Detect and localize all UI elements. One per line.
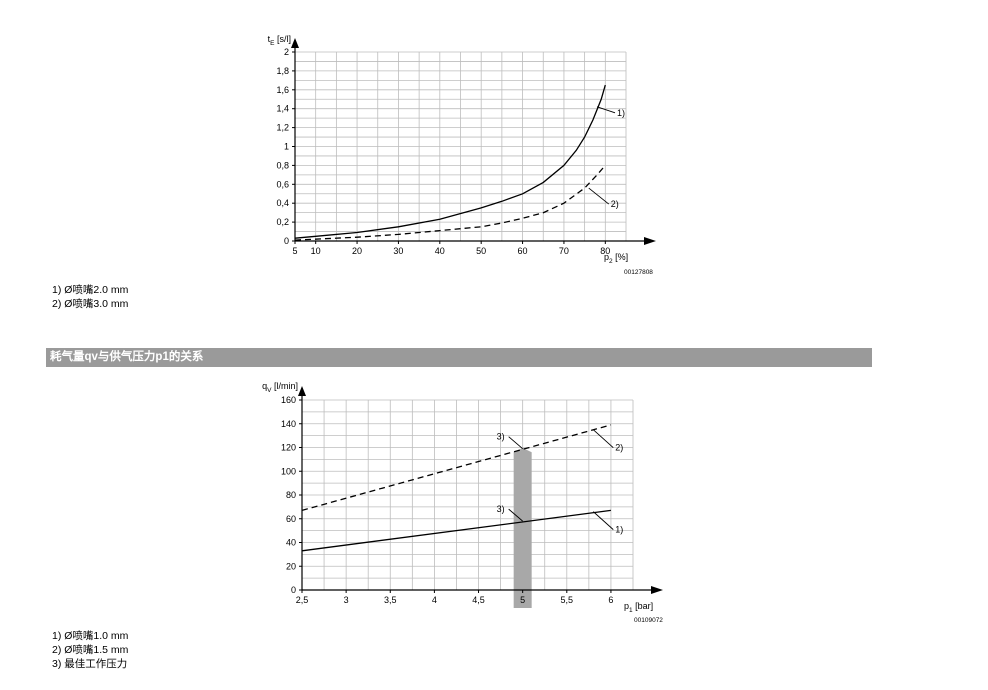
- y-tick-label: 100: [281, 466, 296, 476]
- y-tick-label: 0,8: [276, 160, 289, 170]
- series-line: [294, 164, 606, 241]
- x-tick-label: 30: [393, 246, 403, 256]
- y-axis-title: tE [s/l]: [268, 34, 291, 47]
- callout-leader: [592, 511, 614, 530]
- figure-ref-code: 00109072: [634, 617, 663, 624]
- y-tick-label: 80: [286, 490, 296, 500]
- y-tick-label: 1,4: [276, 104, 289, 114]
- x-tick-label: 2,5: [296, 595, 309, 605]
- x-axis-title: p1 [bar]: [624, 601, 653, 614]
- figure-ref-code: 00127808: [624, 269, 653, 276]
- callout-label: 1): [617, 108, 625, 118]
- x-tick-label: 5,5: [561, 595, 574, 605]
- callout-label: 3): [497, 432, 505, 442]
- y-tick-label: 20: [286, 561, 296, 571]
- x-axis-arrow: [644, 237, 656, 245]
- y-tick-label: 0: [291, 585, 296, 595]
- x-tick-label: 10: [311, 246, 321, 256]
- callout-leader: [596, 106, 616, 114]
- legend-chart2: 1) Ø喷嘴1.0 mm 2) Ø喷嘴1.5 mm 3) 最佳工作压力: [52, 629, 128, 671]
- callout-leader: [508, 508, 523, 522]
- legend-item-2: 2) Ø喷嘴3.0 mm: [52, 298, 129, 310]
- x-tick-label: 5: [292, 246, 297, 256]
- legend-item-3: 3) 最佳工作压力: [52, 658, 128, 670]
- callout-leader: [508, 436, 523, 450]
- callout-leader: [592, 429, 614, 449]
- x-tick-label: 80: [600, 246, 610, 256]
- y-tick-label: 120: [281, 443, 296, 453]
- y-tick-label: 140: [281, 419, 296, 429]
- y-tick-label: 2: [284, 47, 289, 57]
- series-line: [301, 509, 611, 552]
- callout-leader: [588, 187, 610, 205]
- y-axis-arrow: [291, 38, 299, 48]
- callout-label: 2): [611, 199, 619, 209]
- x-tick-label: 4: [432, 595, 437, 605]
- y-tick-label: 1,2: [276, 123, 289, 133]
- x-tick-label: 5: [520, 595, 525, 605]
- x-tick-label: 50: [476, 246, 486, 256]
- y-tick-label: 160: [281, 395, 296, 405]
- series-line: [301, 424, 612, 512]
- y-tick-label: 0,6: [276, 179, 289, 189]
- y-tick-label: 0,4: [276, 198, 289, 208]
- callout-label: 3): [497, 504, 505, 514]
- y-axis-arrow: [298, 386, 306, 396]
- x-tick-label: 60: [518, 246, 528, 256]
- legend-item-1: 1) Ø喷嘴2.0 mm: [52, 284, 129, 296]
- y-tick-label: 60: [286, 514, 296, 524]
- y-axis-title: qV [l/min]: [262, 381, 298, 394]
- x-axis-title: p2 [%]: [604, 252, 628, 265]
- x-tick-label: 4,5: [472, 595, 485, 605]
- legend-chart1: 1) Ø喷嘴2.0 mm 2) Ø喷嘴3.0 mm: [52, 283, 128, 311]
- x-axis-arrow: [651, 586, 663, 594]
- y-tick-label: 1: [284, 142, 289, 152]
- y-tick-label: 0,2: [276, 217, 289, 227]
- x-tick-label: 20: [352, 246, 362, 256]
- optimal-pressure-band: [513, 447, 532, 524]
- optimal-pressure-band: [513, 514, 532, 608]
- callout-label: 1): [615, 525, 623, 535]
- section-title: 耗气量qv与供气压力p1的关系: [46, 348, 872, 367]
- x-tick-label: 3,5: [384, 595, 397, 605]
- x-tick-label: 70: [559, 246, 569, 256]
- legend-item-1: 1) Ø喷嘴1.0 mm: [52, 630, 129, 642]
- series-line: [294, 84, 606, 239]
- x-tick-label: 40: [435, 246, 445, 256]
- y-tick-label: 0: [284, 236, 289, 246]
- y-tick-label: 40: [286, 538, 296, 548]
- y-tick-label: 1,6: [276, 85, 289, 95]
- x-tick-label: 6: [608, 595, 613, 605]
- y-tick-label: 1,8: [276, 66, 289, 76]
- callout-label: 2): [615, 443, 623, 453]
- x-tick-label: 3: [344, 595, 349, 605]
- legend-item-2: 2) Ø喷嘴1.5 mm: [52, 644, 129, 656]
